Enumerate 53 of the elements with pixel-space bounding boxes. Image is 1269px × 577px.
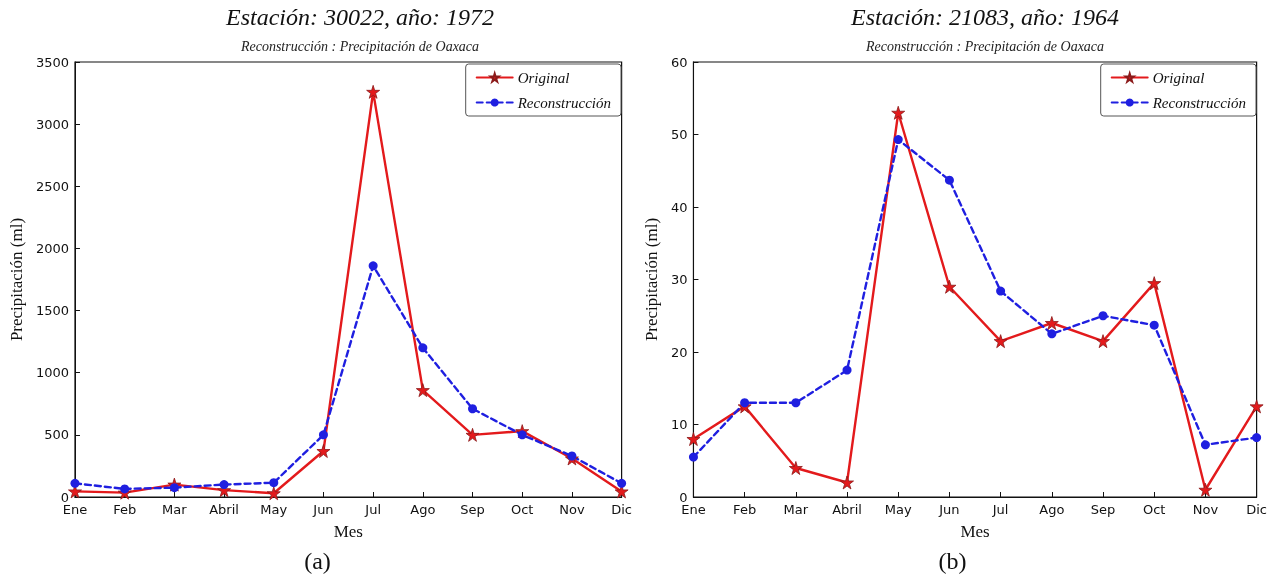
x-tick-label: Jul: [991, 502, 1008, 517]
y-tick-label: 10: [670, 417, 687, 432]
x-tick-label: Jun: [937, 502, 960, 517]
x-tick-label: Oct: [1142, 502, 1165, 517]
chart-title: Estación: 21083, año: 1964: [849, 4, 1119, 30]
chart-subtitle: Reconstrucción : Precipitación de Oaxaca: [864, 38, 1104, 54]
y-tick-label: 2000: [35, 240, 69, 256]
x-tick-label: Ago: [410, 502, 436, 517]
x-tick-label: Ene: [62, 502, 88, 517]
y-tick-label: 1000: [35, 365, 69, 381]
x-tick-label: Mar: [162, 502, 188, 517]
x-tick-label: May: [884, 502, 912, 517]
y-tick-label: 20: [670, 344, 687, 360]
x-tick-label: Sep: [460, 502, 485, 517]
y-tick-label: 40: [670, 199, 687, 215]
x-axis-title: Mes: [959, 522, 990, 541]
y-tick-label: 60: [670, 54, 687, 70]
y-tick-label: 0: [678, 489, 687, 505]
legend-label: Original: [517, 69, 570, 86]
y-tick-label: 500: [44, 427, 69, 443]
y-tick-label: 2500: [35, 178, 69, 194]
x-tick-label: Nov: [559, 502, 585, 517]
x-tick-label: Nov: [1192, 502, 1218, 517]
text: (a): [304, 548, 331, 574]
y-tick-label: 3000: [35, 116, 69, 132]
y-tick-label: 0: [60, 489, 69, 505]
x-tick-label: Dic: [611, 502, 633, 517]
x-tick-label: Abril: [831, 502, 862, 517]
y-tick-label: 50: [670, 127, 687, 142]
chart-subtitle: Reconstrucción : Precipitación de Oaxaca: [239, 38, 480, 54]
y-tick-label: 30: [670, 272, 687, 287]
legend-label: Reconstrucción: [516, 94, 612, 111]
x-tick-label: Sep: [1090, 502, 1115, 517]
x-tick-label: Abril: [209, 502, 239, 517]
y-tick-label: 1500: [35, 303, 69, 319]
x-tick-label: Mar: [783, 502, 809, 517]
y-axis-title: Precipitación (ml): [7, 217, 26, 342]
x-tick-label: May: [260, 502, 288, 517]
legend-label: Original: [1152, 69, 1204, 86]
x-tick-label: Feb: [732, 502, 756, 517]
x-tick-label: Ago: [1038, 502, 1064, 517]
chart-title: Estación: 30022, año: 1972: [225, 4, 494, 30]
x-tick-label: Feb: [113, 502, 137, 517]
x-tick-label: Ene: [680, 502, 706, 517]
x-tick-label: Dic: [1245, 502, 1267, 517]
y-tick-label: 3500: [35, 54, 69, 70]
x-axis-title: Mes: [333, 522, 363, 541]
y-axis-title: Precipitación (ml): [641, 217, 661, 342]
text: (b): [938, 548, 966, 574]
legend-label: Reconstrucción: [1151, 94, 1246, 111]
x-tick-label: Jun: [312, 502, 334, 517]
x-tick-label: Jul: [364, 502, 381, 517]
x-tick-label: Oct: [510, 502, 534, 517]
